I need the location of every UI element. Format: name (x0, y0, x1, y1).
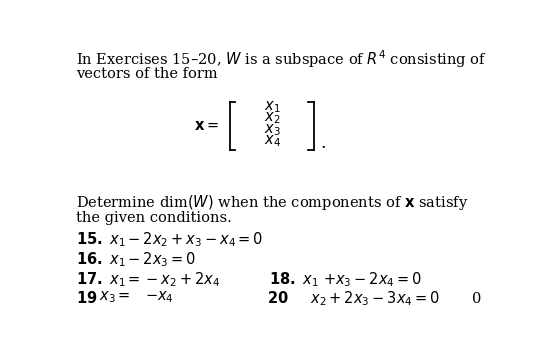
Text: $x_4$: $x_4$ (264, 133, 281, 149)
Text: $x_1$: $x_1$ (264, 99, 281, 115)
Text: $\mathbf{20}$: $\mathbf{20}$ (267, 290, 288, 306)
Text: the given conditions.: the given conditions. (76, 211, 232, 225)
Text: $x_2 + 2x_3 - 3x_4 = 0$: $x_2 + 2x_3 - 3x_4 = 0$ (310, 289, 440, 308)
Text: $\mathbf{18.}$ $x_1$: $\mathbf{18.}$ $x_1$ (269, 270, 318, 289)
Text: 0: 0 (472, 291, 482, 306)
Text: $\mathbf{19}$: $\mathbf{19}$ (76, 290, 98, 306)
Text: $\mathbf{16.}$ $x_1 - 2x_3 = 0$: $\mathbf{16.}$ $x_1 - 2x_3 = 0$ (76, 250, 196, 269)
Text: $- x_4$: $- x_4$ (146, 289, 174, 305)
Text: .: . (320, 135, 326, 152)
Text: $x_2$: $x_2$ (264, 110, 280, 126)
Text: $\mathbf{x} =$: $\mathbf{x} =$ (194, 119, 219, 133)
Text: In Exercises 15–20, $W$ is a subspace of $R^4$ consisting of: In Exercises 15–20, $W$ is a subspace of… (76, 48, 487, 70)
Text: Determine dim$(W)$ when the components of $\mathbf{x}$ satisfy: Determine dim$(W)$ when the components o… (76, 193, 469, 212)
Text: $\mathbf{15.}$ $x_1 - 2x_2 + x_3 - x_4 = 0$: $\mathbf{15.}$ $x_1 - 2x_2 + x_3 - x_4 =… (76, 230, 263, 249)
Text: $\mathbf{17.}$ $x_1 = -x_2 + 2x_4$: $\mathbf{17.}$ $x_1 = -x_2 + 2x_4$ (76, 270, 220, 289)
Text: $x_3$: $x_3$ (264, 122, 281, 138)
Text: vectors of the form: vectors of the form (76, 67, 218, 81)
Text: $x_3 =$: $x_3 =$ (99, 289, 131, 305)
Text: $+ x_3 - 2x_4 = 0$: $+ x_3 - 2x_4 = 0$ (323, 270, 422, 289)
